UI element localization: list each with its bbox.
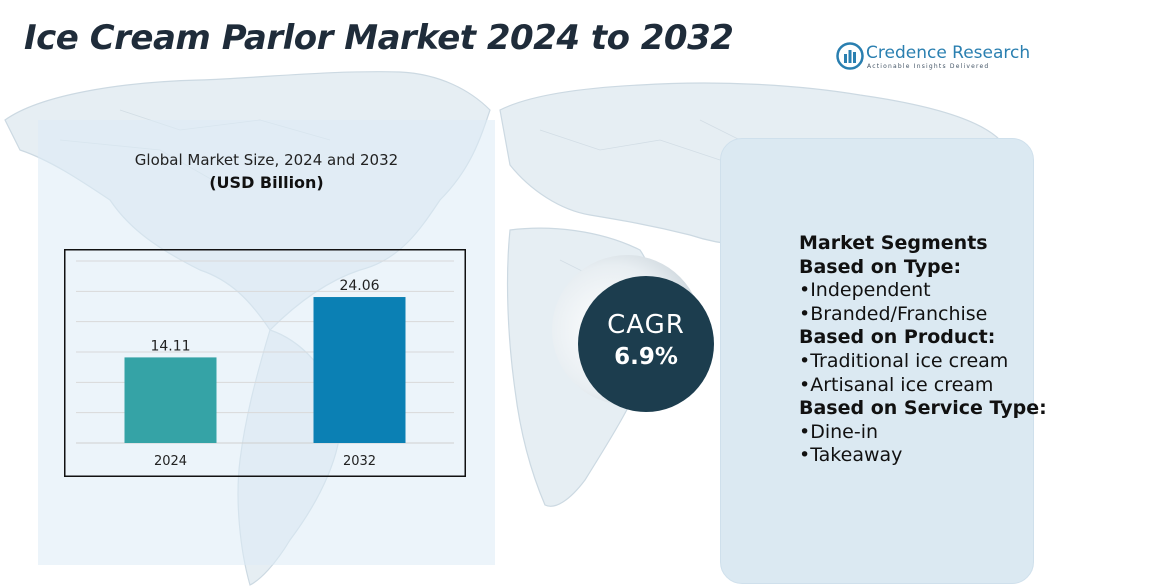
value-label-2032: 24.06 (339, 278, 379, 294)
segment-item: •Takeaway (799, 444, 903, 467)
cagr-badge: CAGR 6.9% (578, 276, 714, 412)
segment-item: •Traditional ice cream (799, 349, 1009, 372)
chart-panel (38, 120, 495, 565)
market-segments-list: Market Segments Based on Type: •Independ… (799, 232, 1047, 468)
logo-name: Credence Research (866, 43, 1031, 63)
segment-group-label-service: Based on Service Type: (799, 397, 1047, 420)
segment-item: •Artisanal ice cream (799, 373, 994, 396)
credence-logo-icon (836, 42, 864, 70)
chart-unit: (USD Billion) (209, 173, 324, 192)
tick-label-2032: 2032 (343, 454, 376, 469)
segment-group-label-product: Based on Product: (799, 326, 996, 349)
page-title: Ice Cream Parlor Market 2024 to 2032 (24, 18, 734, 58)
segments-panel (720, 138, 1034, 584)
chart-subtitle: Global Market Size, 2024 and 2032 (134, 151, 399, 169)
chart-frame (64, 249, 466, 477)
credence-research-logo: Credence Research Actionable Insights De… (836, 42, 1030, 74)
chart-value-labels: 14.11 24.06 (150, 278, 379, 354)
segment-group-label-type: Based on Type: (799, 255, 962, 278)
cagr-label: CAGR (607, 310, 685, 340)
logo-tagline: Actionable Insights Delivered (867, 63, 990, 70)
segments-heading: Market Segments (799, 232, 988, 254)
chart-bars (124, 297, 406, 443)
segment-item: •Dine-in (799, 420, 879, 443)
cagr-value: 6.9% (614, 344, 678, 370)
tick-label-2024: 2024 (154, 454, 187, 469)
value-label-2024: 14.11 (150, 338, 190, 354)
segment-item: •Branded/Franchise (799, 302, 988, 325)
chart-tick-labels: 2024 2032 (154, 454, 376, 469)
bar-2024 (124, 357, 217, 443)
segment-item: •Independent (799, 279, 931, 302)
bar-chart: 14.11 24.06 2024 2032 (64, 249, 466, 477)
bar-2032 (313, 297, 406, 443)
